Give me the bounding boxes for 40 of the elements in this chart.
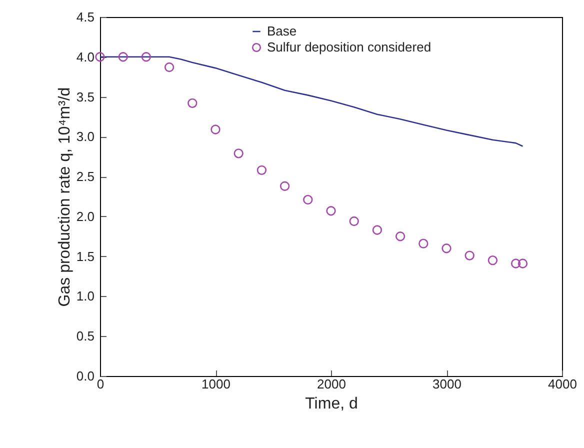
x-tick-label: 0	[96, 376, 104, 392]
x-axis-title: Time, d	[305, 396, 358, 412]
x-tick-label: 1000	[202, 376, 230, 392]
line-series	[99, 56, 524, 147]
point	[141, 52, 152, 62]
point	[303, 194, 313, 205]
legend-label: Base	[267, 24, 297, 38]
x-tick-label: 2000	[317, 376, 346, 392]
y-tick-label: 3.0	[76, 129, 94, 144]
point	[372, 225, 382, 235]
y-tick-label: 0.0	[76, 368, 94, 384]
point	[510, 258, 521, 268]
point	[256, 165, 267, 175]
point	[210, 124, 220, 134]
y-tick-label: 4.0	[76, 49, 94, 64]
y-tick-label: 2.5	[76, 169, 94, 184]
y-tick-label: 3.5	[76, 89, 94, 104]
point	[442, 244, 452, 254]
point	[518, 258, 528, 268]
point	[280, 181, 290, 191]
y-axis-title: Gas production rate q, 10⁴m³/d	[56, 87, 74, 307]
point	[164, 62, 174, 72]
point	[95, 52, 105, 62]
point	[488, 255, 498, 266]
x-tick-label: 3000	[432, 376, 462, 392]
point	[395, 232, 406, 242]
y-tick-label: 0.5	[76, 328, 94, 344]
point	[234, 148, 244, 158]
y-tick-label: 1.5	[76, 248, 94, 264]
x-tick-label: 4000	[548, 376, 577, 392]
y-tick-label: 4.5	[76, 10, 94, 24]
point	[188, 98, 198, 108]
point	[326, 206, 336, 216]
legend-label: Sulfur deposition considered	[267, 40, 432, 54]
y-tick-label: 1.0	[76, 288, 94, 304]
point	[464, 250, 474, 260]
y-tick-label: 2.0	[76, 208, 94, 224]
point	[118, 52, 128, 62]
point	[349, 216, 359, 226]
point	[418, 238, 428, 248]
